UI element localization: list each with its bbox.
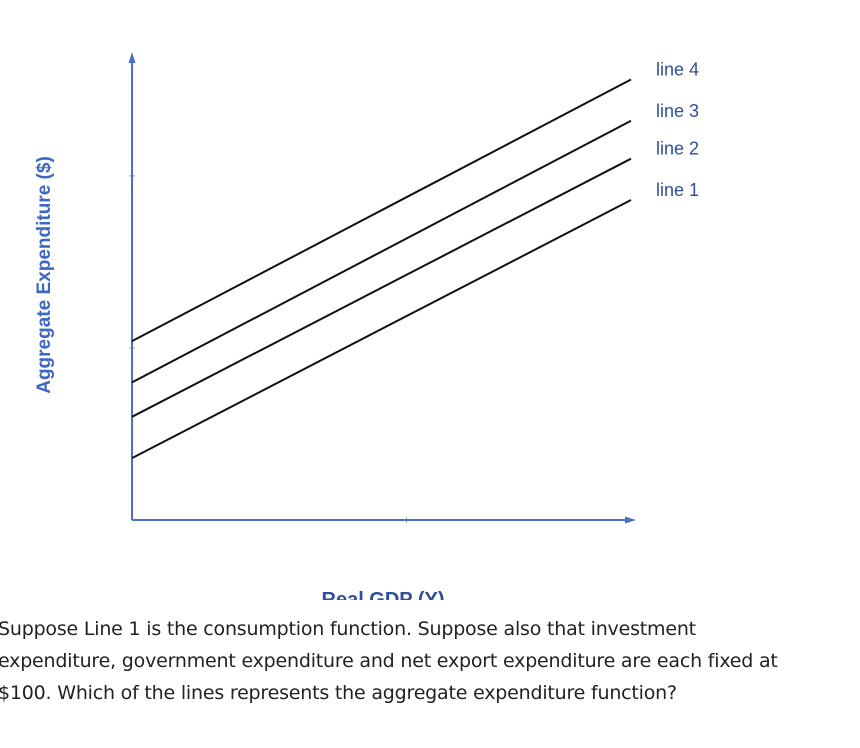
series-line-line-4 (131, 78, 632, 342)
question-text: Suppose Line 1 is the consumption functi… (0, 618, 778, 704)
x-axis-title: Real GDP (Y) (322, 589, 445, 600)
series-label-line-1: line 1 (656, 180, 699, 200)
series-label-line-4: line 4 (656, 60, 699, 80)
series-line-line-1 (131, 199, 632, 459)
y-axis-arrowhead (128, 52, 136, 63)
series-label-line-3: line 3 (656, 101, 699, 121)
chart-series-lines (131, 78, 632, 459)
series-label-line-2: line 2 (656, 139, 699, 159)
x-axis-arrowhead (625, 516, 636, 524)
series-line-line-2 (131, 157, 632, 418)
series-line-line-3 (131, 119, 632, 384)
y-axis-title: Aggregate Expenditure ($) (34, 156, 55, 394)
chart-axes (128, 52, 636, 524)
aggregate-expenditure-chart: line 4 line 3 line 2 line 1 Aggregate Expen… (34, 52, 699, 600)
chart-series-labels: line 4 line 3 line 2 line 1 (656, 60, 699, 200)
